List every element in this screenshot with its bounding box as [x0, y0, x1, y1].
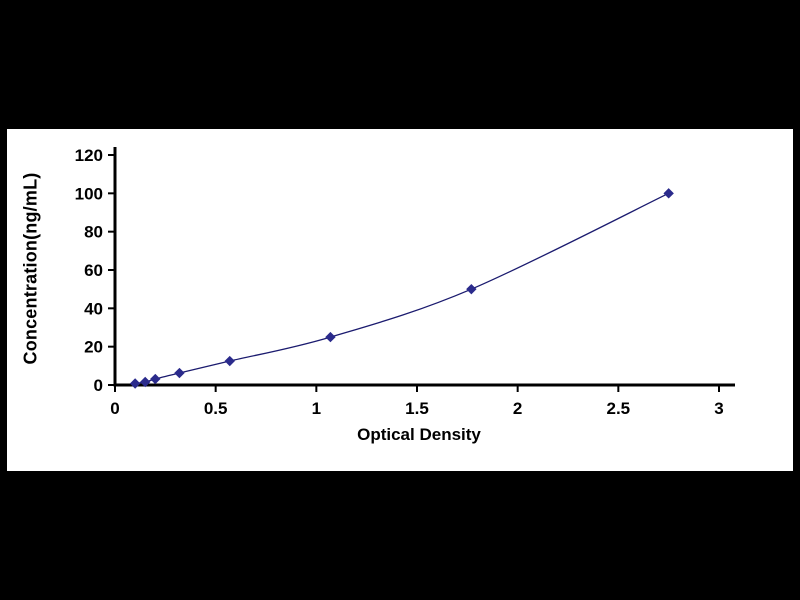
elisa-standard-curve-figure: 0 20 40 60 80 100 120 0 0.5 1 1.5 2 2.5 3 Concentrati…	[5, 127, 795, 473]
data-point-marker	[466, 283, 477, 295]
x-tick-label: 2.5	[607, 399, 631, 418]
x-tick-label: 1.5	[405, 399, 429, 418]
x-axis-label: Optical Density	[357, 425, 481, 444]
y-axis-label: Concentration(ng/mL)	[20, 172, 41, 365]
axes	[113, 147, 735, 387]
standard-curve-plot: 0 20 40 60 80 100 120 0 0.5 1 1.5 2 2.5 3	[75, 146, 735, 418]
x-tick-label: 1	[312, 399, 321, 418]
y-tick-label: 60	[84, 261, 103, 280]
y-tick-label: 0	[94, 376, 103, 395]
x-tick-label: 3	[714, 399, 723, 418]
y-tick-label: 80	[84, 223, 103, 242]
y-tick-label: 100	[75, 184, 103, 203]
data-point-marker	[325, 331, 336, 343]
data-point-marker	[174, 367, 185, 379]
data-point-marker	[129, 378, 141, 389]
x-tick-label: 0.5	[204, 399, 228, 418]
standard-curve-line	[135, 192, 669, 385]
y-tick-label: 20	[84, 338, 103, 357]
data-point-marker	[663, 188, 674, 199]
data-point-marker	[224, 355, 235, 367]
y-tick-label: 40	[84, 299, 103, 318]
y-tick-label: 120	[75, 146, 103, 165]
data-point-marker	[150, 373, 161, 385]
data-point-marker	[139, 376, 151, 388]
x-tick-label: 0	[110, 399, 119, 418]
x-tick-label: 2	[513, 399, 522, 418]
